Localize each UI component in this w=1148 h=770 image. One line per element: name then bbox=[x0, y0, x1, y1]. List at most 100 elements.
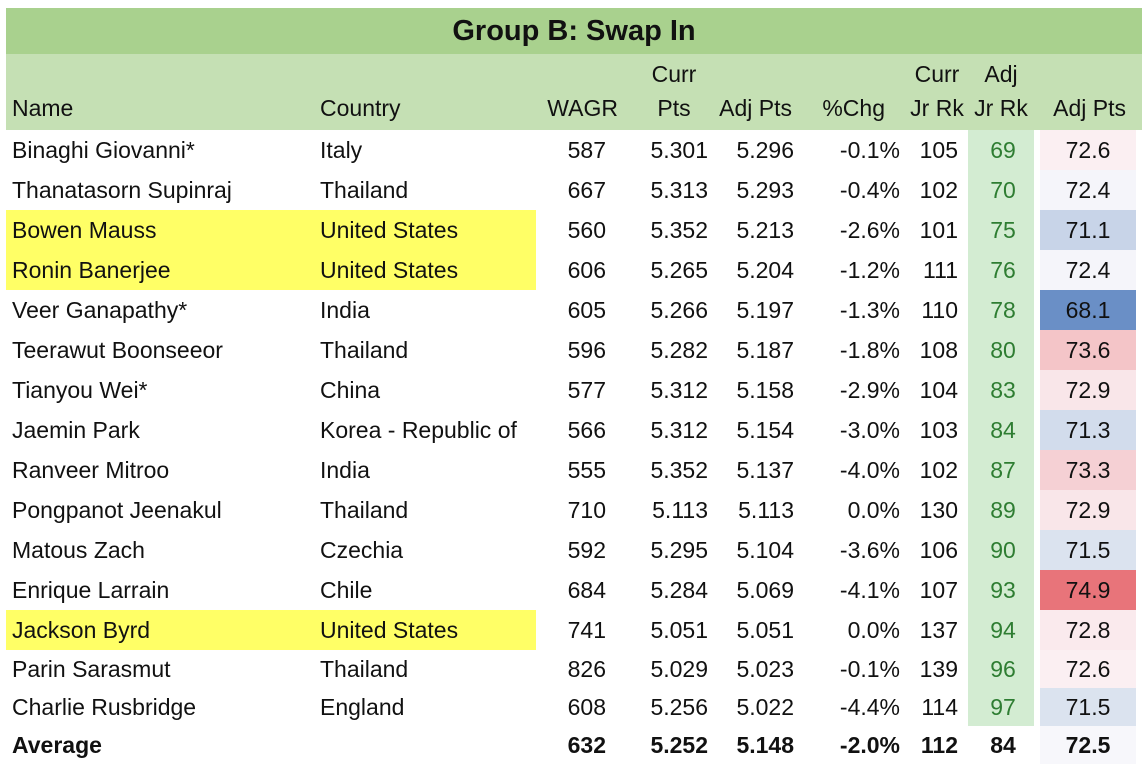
cell-adj-pts[interactable]: 5.213 bbox=[736, 216, 794, 243]
cell-name[interactable]: Charlie Rusbridge bbox=[12, 693, 197, 720]
header-curr-pts-top[interactable]: Curr bbox=[651, 61, 697, 87]
cell-adj-jr-rk[interactable]: 87 bbox=[990, 456, 1016, 483]
cell-country[interactable]: Korea - Republic of bbox=[320, 416, 517, 443]
cell-adj-pts-2[interactable]: 72.9 bbox=[1040, 490, 1136, 530]
cell-country[interactable]: India bbox=[320, 296, 370, 323]
cell-adj-pts[interactable]: 5.158 bbox=[736, 376, 794, 403]
cell-country[interactable]: United States bbox=[320, 616, 459, 643]
cell-curr-pts[interactable]: 5.313 bbox=[650, 176, 708, 203]
cell-curr-jr-rk[interactable]: 104 bbox=[919, 376, 958, 403]
cell-adj-pts[interactable]: 5.204 bbox=[736, 256, 794, 283]
cell-name[interactable]: Teerawut Boonseeor bbox=[12, 336, 223, 363]
cell-adj-jr-rk[interactable]: 90 bbox=[990, 536, 1016, 563]
cell-curr-pts[interactable]: 5.029 bbox=[650, 655, 708, 682]
header-curr-pts-bottom[interactable]: Pts bbox=[657, 95, 691, 121]
cell-adj-pts-2[interactable]: 71.1 bbox=[1040, 210, 1136, 250]
cell-adj-jr-rk[interactable]: 94 bbox=[990, 616, 1016, 643]
header-curr-jr-rk-top[interactable]: Curr bbox=[914, 61, 960, 87]
cell-wagr[interactable]: 555 bbox=[567, 456, 606, 483]
cell-country[interactable]: United States bbox=[320, 216, 459, 243]
cell-adj-pts[interactable]: 5.296 bbox=[736, 136, 794, 163]
cell-pct-chg[interactable]: -4.0% bbox=[839, 456, 900, 483]
cell-curr-jr-rk[interactable]: 139 bbox=[919, 655, 958, 682]
cell-curr-jr-rk[interactable]: 130 bbox=[919, 496, 958, 523]
cell-adj-pts-2[interactable]: 73.6 bbox=[1040, 330, 1136, 370]
cell-curr-jr-rk[interactable]: 107 bbox=[919, 576, 958, 603]
cell-name[interactable]: Tianyou Wei* bbox=[12, 376, 148, 403]
cell-curr-pts[interactable]: 5.051 bbox=[650, 616, 708, 643]
cell-pct-chg[interactable]: -4.1% bbox=[839, 576, 900, 603]
cell-curr-jr-rk[interactable]: 108 bbox=[919, 336, 958, 363]
cell-country[interactable]: Italy bbox=[320, 136, 363, 163]
cell-wagr[interactable]: 596 bbox=[567, 336, 606, 363]
cell-pct-chg[interactable]: -3.6% bbox=[839, 536, 900, 563]
cell-curr-pts[interactable]: 5.352 bbox=[650, 456, 708, 483]
cell-country[interactable]: Thailand bbox=[320, 496, 409, 523]
cell-wagr[interactable]: 577 bbox=[567, 376, 606, 403]
cell-name[interactable]: Veer Ganapathy* bbox=[12, 296, 188, 323]
cell-adj-jr-rk[interactable]: 70 bbox=[990, 176, 1016, 203]
cell-name[interactable]: Parin Sarasmut bbox=[12, 655, 171, 682]
cell-adj-pts[interactable]: 5.197 bbox=[736, 296, 794, 323]
cell-adj-pts[interactable]: 5.293 bbox=[736, 176, 794, 203]
cell-adj-pts[interactable]: 5.051 bbox=[736, 616, 794, 643]
cell-curr-pts[interactable]: 5.295 bbox=[650, 536, 708, 563]
cell-pct-chg[interactable]: 0.0% bbox=[847, 496, 900, 523]
cell-adj-pts-2[interactable]: 71.3 bbox=[1040, 410, 1136, 450]
cell-curr-pts[interactable]: 5.265 bbox=[650, 256, 708, 283]
cell-adj-pts-2[interactable]: 72.9 bbox=[1040, 370, 1136, 410]
cell-curr-pts[interactable]: 5.266 bbox=[650, 296, 708, 323]
cell-wagr[interactable]: 741 bbox=[567, 616, 606, 643]
cell-wagr[interactable]: 605 bbox=[567, 296, 606, 323]
cell-adj-jr-rk[interactable]: 84 bbox=[990, 416, 1016, 443]
cell-wagr[interactable]: 606 bbox=[567, 256, 606, 283]
cell-curr-pts[interactable]: 5.256 bbox=[650, 693, 708, 720]
cell-name[interactable]: Ranveer Mitroo bbox=[12, 456, 170, 483]
cell-name[interactable]: Jaemin Park bbox=[12, 416, 140, 443]
cell-adj-pts[interactable]: 5.154 bbox=[736, 416, 794, 443]
cell-adj-jr-rk[interactable]: 96 bbox=[990, 655, 1016, 682]
cell-country[interactable]: Thailand bbox=[320, 655, 409, 682]
cell-curr-pts[interactable]: 5.282 bbox=[650, 336, 708, 363]
cell-curr-jr-rk[interactable]: 111 bbox=[923, 256, 958, 283]
cell-wagr[interactable]: 592 bbox=[567, 536, 606, 563]
header-adj-jr-rk-top[interactable]: Adj bbox=[984, 61, 1018, 87]
cell-pct-chg[interactable]: -0.1% bbox=[839, 655, 900, 682]
cell-adj-pts-2[interactable]: 71.5 bbox=[1040, 688, 1136, 726]
cell-curr-pts[interactable]: 5.301 bbox=[650, 136, 708, 163]
cell-name[interactable]: Thanatasorn Supinraj bbox=[12, 176, 232, 203]
header-pct-chg[interactable]: %Chg bbox=[822, 95, 885, 121]
cell-adj-pts[interactable]: 5.023 bbox=[736, 655, 794, 682]
cell-adj-pts[interactable]: 5.187 bbox=[736, 336, 794, 363]
cell-country[interactable]: India bbox=[320, 456, 370, 483]
cell-curr-jr-rk[interactable]: 101 bbox=[919, 216, 958, 243]
cell-wagr[interactable]: 587 bbox=[567, 136, 606, 163]
cell-name[interactable]: Enrique Larrain bbox=[12, 576, 170, 603]
cell-country[interactable]: Czechia bbox=[320, 536, 404, 563]
cell-curr-pts[interactable]: 5.312 bbox=[650, 416, 708, 443]
cell-country[interactable]: Thailand bbox=[320, 336, 409, 363]
cell-curr-jr-rk[interactable]: 137 bbox=[919, 616, 958, 643]
cell-pct-chg[interactable]: -4.4% bbox=[839, 693, 900, 720]
cell-adj-jr-rk[interactable]: 69 bbox=[990, 136, 1016, 163]
cell-pct-chg[interactable]: -2.9% bbox=[839, 376, 900, 403]
cell-wagr[interactable]: 608 bbox=[567, 693, 606, 720]
cell-curr-jr-rk[interactable]: 105 bbox=[919, 136, 958, 163]
cell-curr-jr-rk[interactable]: 103 bbox=[919, 416, 958, 443]
cell-adj-jr-rk[interactable]: 97 bbox=[990, 693, 1016, 720]
cell-adj-pts-2[interactable]: 72.6 bbox=[1040, 130, 1136, 170]
cell-adj-pts-2[interactable]: 71.5 bbox=[1040, 530, 1136, 570]
cell-pct-chg[interactable]: -1.2% bbox=[839, 256, 900, 283]
cell-name[interactable]: Jackson Byrd bbox=[12, 616, 151, 643]
cell-adj-pts[interactable]: 5.022 bbox=[736, 693, 794, 720]
cell-adj-pts-2[interactable]: 73.3 bbox=[1040, 450, 1136, 490]
cell-adj-jr-rk[interactable]: 93 bbox=[990, 576, 1016, 603]
cell-adj-pts-2[interactable]: 74.9 bbox=[1040, 570, 1136, 610]
cell-curr-jr-rk[interactable]: 110 bbox=[921, 296, 958, 323]
cell-wagr[interactable]: 667 bbox=[567, 176, 606, 203]
header-wagr[interactable]: WAGR bbox=[547, 95, 618, 121]
cell-curr-pts[interactable]: 5.352 bbox=[650, 216, 708, 243]
cell-wagr[interactable]: 684 bbox=[567, 576, 606, 603]
cell-pct-chg[interactable]: -0.4% bbox=[839, 176, 900, 203]
cell-adj-jr-rk[interactable]: 78 bbox=[990, 296, 1016, 323]
